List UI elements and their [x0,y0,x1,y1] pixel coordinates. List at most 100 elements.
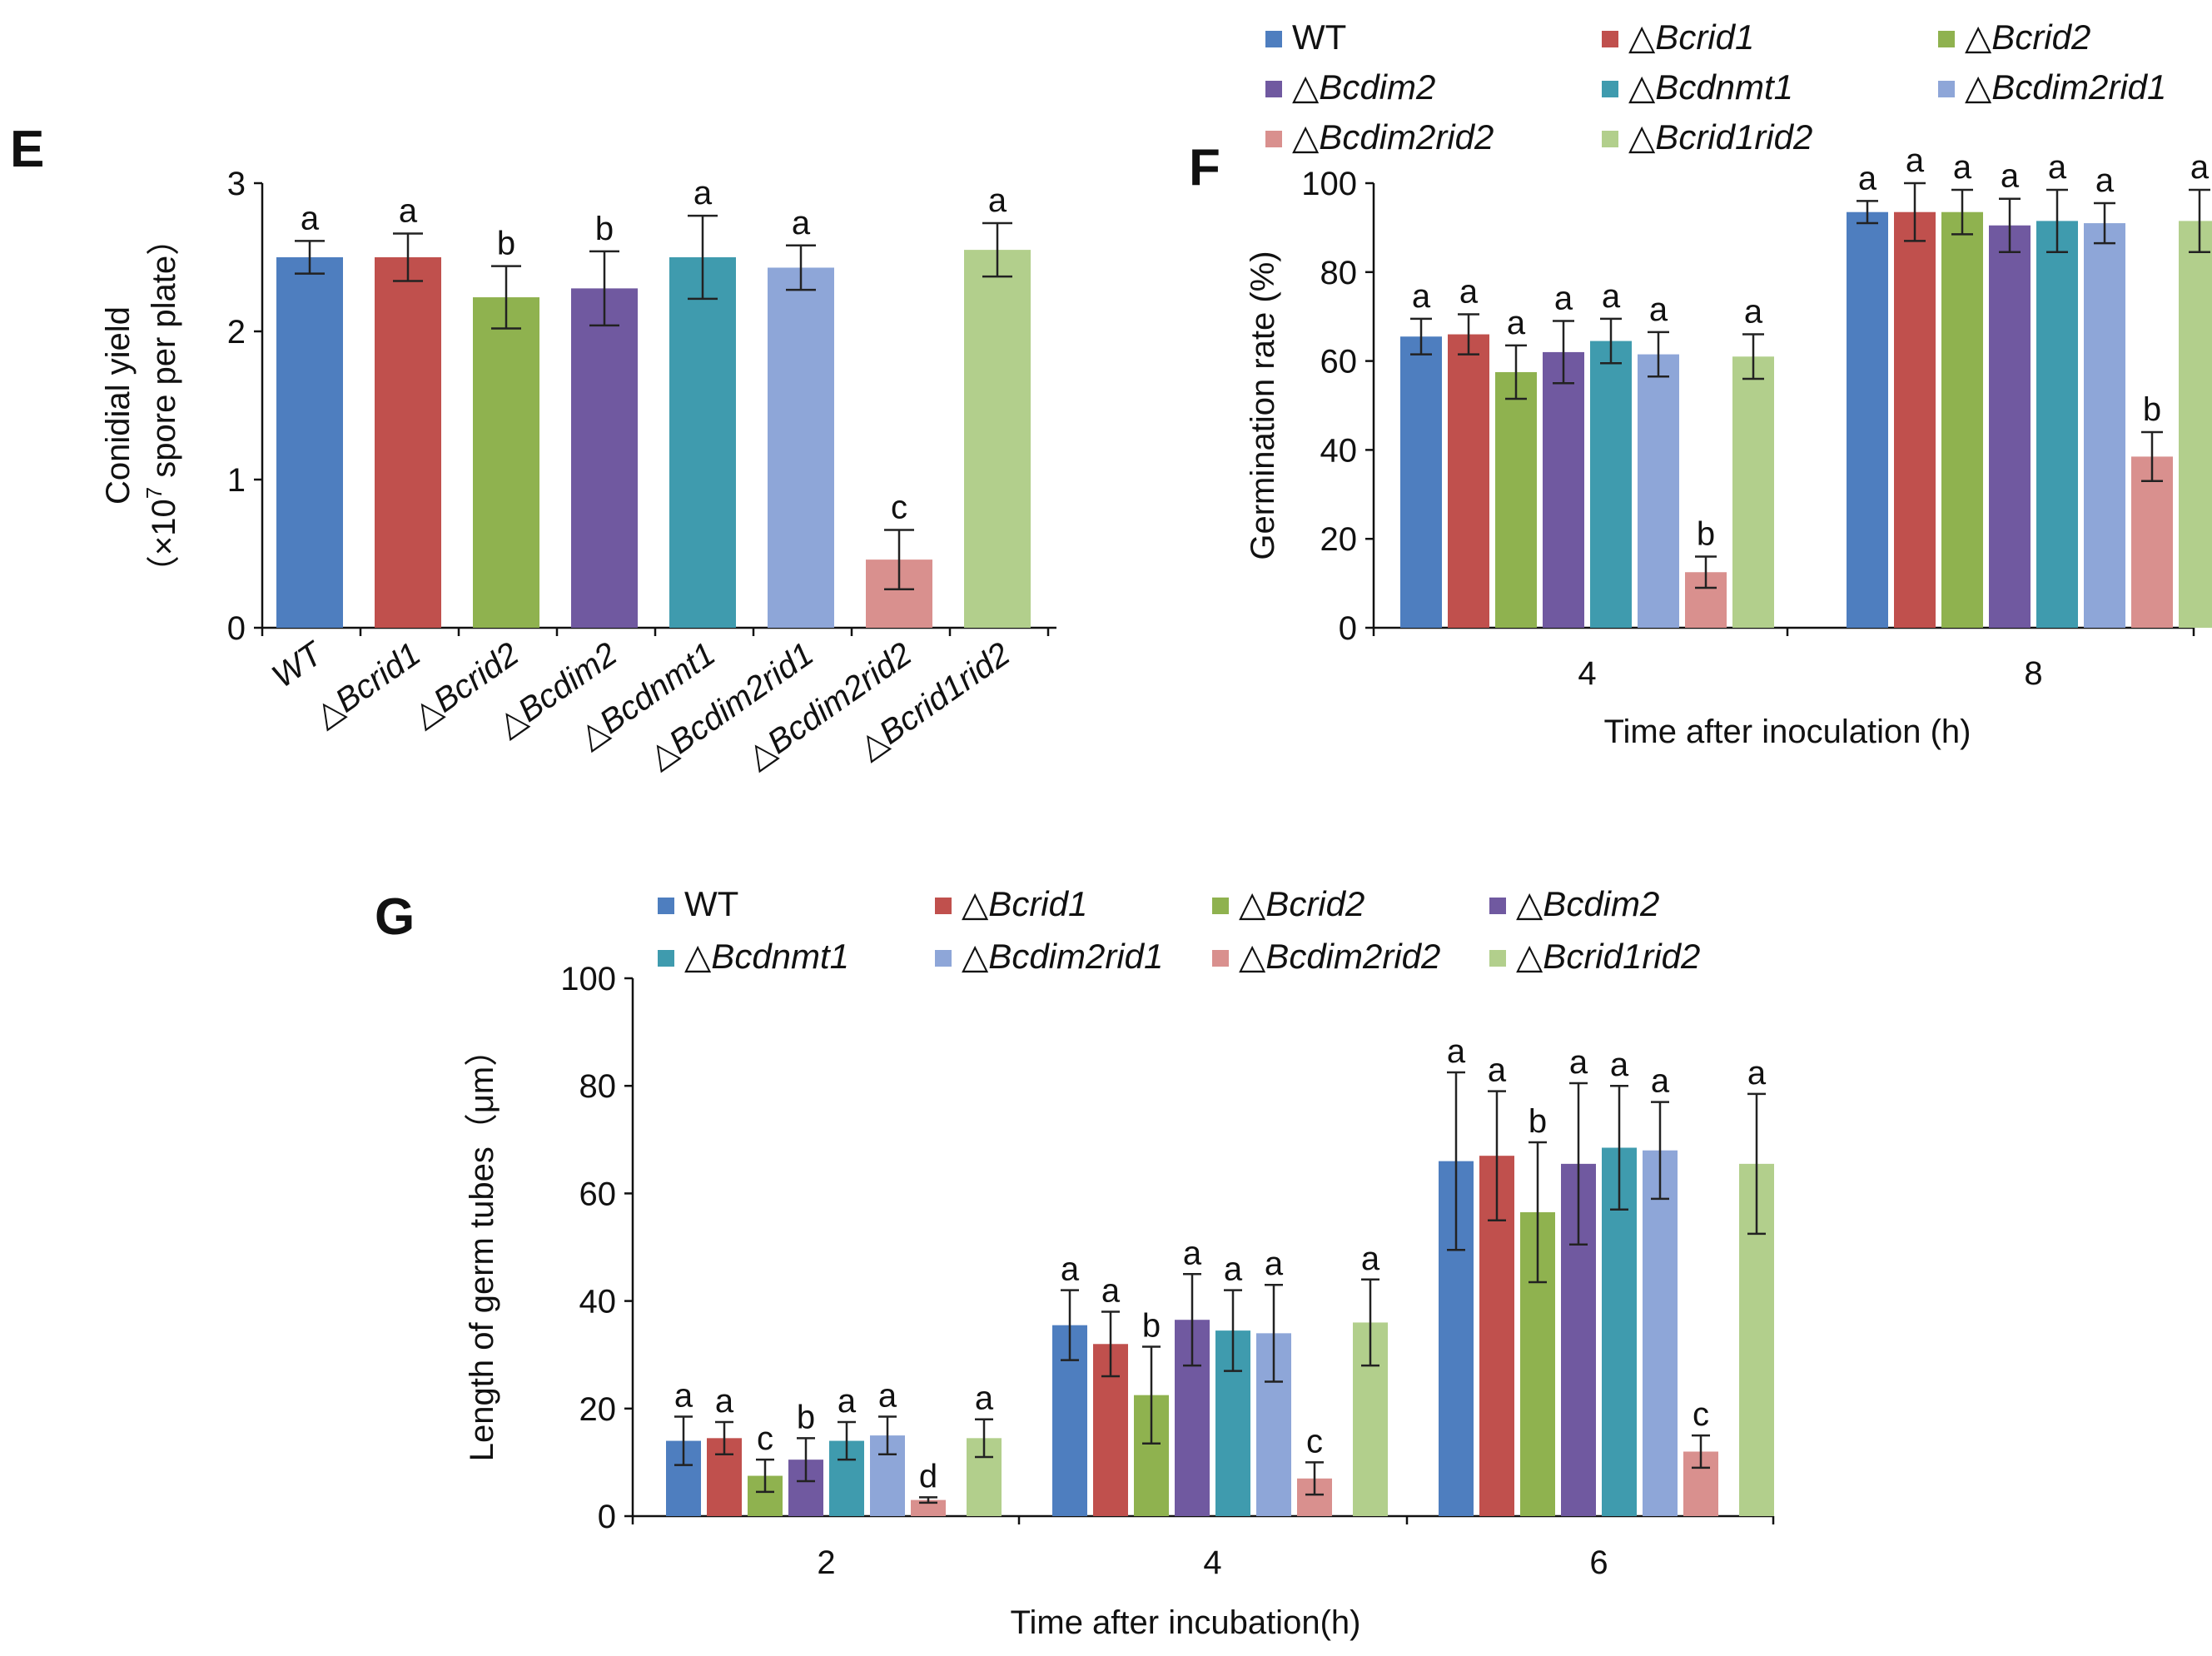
significance-label-delta-bcdim2rid1-6h: a [1651,1063,1670,1100]
bar-delta-bcdim2-4h [1543,351,1584,628]
significance-label-delta-bcrid1rid2-8h: a [2190,149,2210,186]
significance-label-delta-bcdnmt1: a [693,175,713,211]
significance-label-delta-bcdim2rid2-2h: d [919,1458,937,1494]
significance-label-delta-bcdnmt1-2h: a [838,1383,857,1420]
significance-label-delta-bcdim2rid1-2h: a [878,1377,897,1414]
significance-label-delta-bcdim2rid2-4h: b [1697,516,1715,553]
legend-label-delta-bcdim2: △Bcdim2 [1292,67,1435,107]
y-axis-unit-rest: spore per plate） [146,222,182,487]
panel-g-germ-tube-length-chart: G WT △Bcrid1 △Bcrid2 △Bcdim2 △Bcdnmt1 △Bcdim2r… [375,884,1775,1641]
bar-delta-bcdnmt1-8h [2036,221,2078,628]
legend-label-wt: WT [1292,17,1346,57]
significance-label-wt-8h: a [1858,160,1877,196]
bar-delta-bcdim2 [571,288,638,628]
bar-delta-bcdnmt1 [669,257,736,628]
significance-label-wt-2h: a [674,1377,693,1414]
panel-letter-g: G [375,888,415,946]
significance-label-delta-bcrid2-4h: a [1507,305,1526,341]
significance-label-delta-bcdim2: b [595,211,614,247]
legend-swatch-delta-bcrid1 [1602,31,1618,47]
legend-swatch-delta-bcdim2rid1 [1938,81,1955,97]
significance-label-wt-4h: a [1412,278,1431,315]
y-tick-label-60: 60 [1320,344,1358,380]
significance-label-wt-6h: a [1447,1033,1466,1070]
y-tick-label-100: 100 [1301,166,1357,202]
y-axis-unit-part: （×10 [146,499,182,589]
bar-wt-4h [1400,336,1442,628]
significance-label-delta-bcdim2rid1-8h: a [2095,162,2115,199]
legend-swatch-delta-bcdnmt1 [1602,81,1618,97]
x-category-label-8: 8 [2024,655,2042,692]
y-axis-title-unit: （×107 spore per plate） [142,222,182,589]
legend-label-delta-bcrid2: △Bcrid2 [1239,884,1364,923]
significance-label-delta-bcdim2-4h: a [1183,1235,1202,1271]
legend-swatch-delta-bcdnmt1 [658,950,674,967]
significance-label-delta-bcrid2-4h: b [1142,1308,1161,1345]
significance-label-delta-bcdnmt1-6h: a [1610,1047,1629,1083]
bar-delta-bcrid2-8h [1941,211,1983,628]
significance-label-delta-bcrid1-2h: a [715,1383,734,1420]
legend-swatch-wt [658,898,674,914]
bar-delta-bcrid1rid2-4h [1732,356,1774,628]
legend-swatch-delta-bcdim2rid1 [935,950,952,967]
legend-label-wt: WT [684,884,738,923]
legend-swatch-delta-bcrid1 [935,898,952,914]
y-tick-label-3: 3 [227,166,246,202]
bar-delta-bcdim2-8h [1989,225,2031,628]
bar-delta-bcrid1rid2-8h [2179,221,2212,628]
significance-label-delta-bcrid2-8h: a [1953,149,1972,186]
panel-letter-e: E [10,121,44,178]
bar-wt-8h [1847,211,1888,628]
significance-label-delta-bcrid1-8h: a [1906,142,1925,179]
significance-label-delta-bcdnmt1-4h: a [1224,1251,1243,1288]
panel-f-germination-rate-chart: F WT △Bcrid1 △Bcrid2 △Bcdim2 △Bcdnmt1 △Bcdim2r… [1189,17,2212,750]
x-category-label-4: 4 [1578,655,1596,692]
panel-e-conidial-yield-chart: E0123aWTa△Bcrid1b△Bcrid2b△Bcdim2a△Bcdnmt… [10,121,1056,776]
significance-label-delta-bcdim2-6h: a [1569,1044,1588,1081]
significance-label-delta-bcrid1rid2-2h: a [975,1380,994,1417]
significance-label-wt-4h: a [1061,1251,1080,1288]
bar-delta-bcdim2rid2-2h [911,1499,946,1516]
bar-delta-bcdim2rid2-8h [2131,456,2173,628]
y-tick-label-0: 0 [598,1499,616,1535]
y-tick-label-40: 40 [1320,432,1358,469]
significance-label-delta-bcrid2: b [497,226,515,262]
y-axis-title: Germination rate (%) [1245,251,1281,559]
bar-delta-bcdim2rid1-8h [2084,223,2125,628]
bar-delta-bcrid2 [473,297,539,628]
significance-label-delta-bcdim2rid1: a [792,205,811,241]
significance-label-delta-bcdim2rid2-6h: c [1693,1396,1709,1433]
y-tick-label-80: 80 [579,1068,617,1105]
significance-label-delta-bcdim2-2h: b [797,1399,815,1435]
legend-label-delta-bcdim2rid2: △Bcdim2rid2 [1292,117,1494,157]
legend-label-delta-bcrid1: △Bcrid1 [962,884,1087,923]
y-tick-label-0: 0 [227,610,246,647]
significance-label-delta-bcrid1-4h: a [1101,1273,1121,1310]
significance-label-delta-bcdnmt1-8h: a [2048,149,2067,186]
significance-label-delta-bcdim2-8h: a [2001,158,2020,195]
legend-swatch-delta-bcdim2 [1265,81,1282,97]
bar-delta-bcrid1rid2 [964,250,1031,628]
y-tick-label-20: 20 [1320,521,1358,558]
x-category-label-6: 6 [1589,1544,1608,1581]
legend-label-delta-bcrid2: △Bcrid2 [1965,17,2090,57]
y-axis-unit-exponent: 7 [142,487,167,499]
bar-wt [276,257,343,628]
x-category-label-4: 4 [1203,1544,1221,1581]
bar-delta-bcrid1-4h [1448,334,1489,628]
legend-label-delta-bcdim2rid1: △Bcdim2rid1 [962,937,1163,976]
significance-label-delta-bcrid1rid2-6h: a [1747,1055,1767,1092]
x-axis-title: Time after inoculation (h) [1604,714,1971,750]
y-tick-label-2: 2 [227,314,246,351]
legend-label-delta-bcrid1: △Bcrid1 [1628,17,1754,57]
legend-swatch-delta-bcdim2 [1489,898,1506,914]
legend-label-delta-bcdnmt1: △Bcdnmt1 [1628,67,1793,107]
legend-label-delta-bcdnmt1: △Bcdnmt1 [684,937,849,976]
legend-swatch-delta-bcrid1rid2 [1602,131,1618,147]
bar-delta-bcrid2-4h [1495,371,1537,628]
significance-label-delta-bcdim2rid1-4h: a [1649,291,1668,328]
y-axis-title: Conidial yield [100,306,137,505]
significance-label-delta-bcdim2-4h: a [1554,281,1573,317]
significance-label-delta-bcdim2rid1-4h: a [1265,1246,1284,1282]
legend-label-delta-bcrid1rid2: △Bcrid1rid2 [1628,117,1812,157]
